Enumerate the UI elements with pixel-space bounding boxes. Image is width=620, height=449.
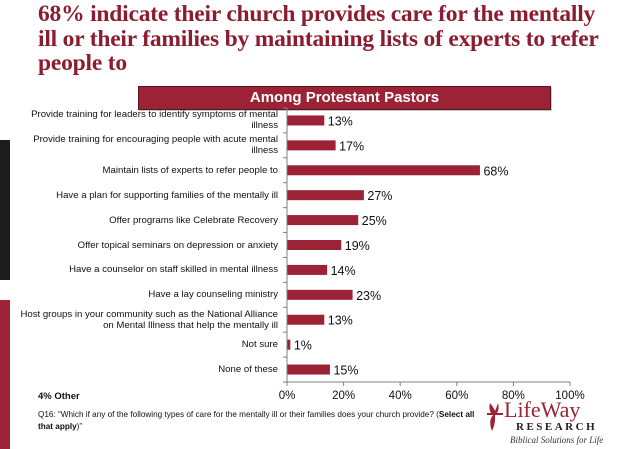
value-label: 27% (367, 189, 392, 203)
chart-title: 68% indicate their church provides care … (38, 1, 599, 76)
category-label: Not sure (241, 339, 278, 351)
bar (287, 314, 325, 325)
logo-word: LifeWay (504, 397, 581, 422)
logo-research: RESEARCH (516, 421, 598, 433)
footnote-bold: Select all that apply (38, 410, 475, 431)
bar (287, 140, 336, 151)
lifeway-logo: LifeWay RESEARCH Biblical Solutions for … (486, 398, 616, 448)
value-label: 68% (483, 164, 508, 178)
category-label: Have a plan for supporting families of t… (56, 189, 278, 201)
x-tick-label: 60% (445, 390, 468, 402)
cross-logo-icon (487, 403, 503, 431)
x-tick-label: 80% (502, 390, 525, 402)
category-label: Provide training for leaders to identify… (31, 109, 278, 132)
category-label: Have a counselor on staff skilled in men… (69, 264, 278, 276)
question-footnote: Q16: “Which if any of the following type… (38, 409, 478, 433)
bar (287, 240, 342, 250)
bar (287, 165, 480, 176)
value-label: 15% (333, 364, 358, 378)
footnote-end: )” (76, 422, 83, 431)
category-label: Offer programs like Celebrate Recovery (109, 214, 278, 226)
subtitle-banner: Among Protestant Pastors (138, 86, 551, 110)
left-accent-red (0, 300, 10, 449)
footnote-question: Q16: “Which if any of the following type… (38, 410, 439, 419)
bar (287, 215, 359, 226)
value-label: 17% (339, 139, 364, 153)
x-tick-label: 100% (555, 390, 584, 402)
left-accent-strip (0, 0, 10, 449)
bar (287, 289, 353, 300)
category-label: Host groups in your community such as th… (20, 308, 278, 331)
value-label: 19% (345, 239, 370, 253)
x-tick-label: 20% (332, 390, 355, 402)
category-label: Maintain lists of experts to refer peopl… (102, 164, 278, 176)
category-label: Provide training for encouraging people … (33, 134, 278, 157)
value-label: 23% (356, 289, 381, 303)
category-label: Offer topical seminars on depression or … (77, 239, 278, 251)
bar (287, 190, 364, 201)
value-label: 25% (362, 214, 387, 228)
left-accent-dark (0, 140, 10, 280)
x-tick-label: 40% (389, 390, 412, 402)
bar (287, 264, 328, 275)
logo-tagline: Biblical Solutions for Life (510, 435, 604, 445)
x-tick-label: 0% (279, 390, 296, 402)
other-note: 4% Other (38, 391, 80, 402)
value-label: 14% (331, 264, 356, 278)
category-label: Have a lay counseling ministry (148, 289, 278, 301)
bar (287, 364, 330, 375)
bar (287, 339, 291, 350)
value-label: 13% (328, 314, 353, 328)
bar (287, 115, 325, 126)
value-label: 13% (328, 114, 353, 128)
category-label: None of these (218, 364, 278, 376)
value-label: 1% (294, 339, 312, 353)
